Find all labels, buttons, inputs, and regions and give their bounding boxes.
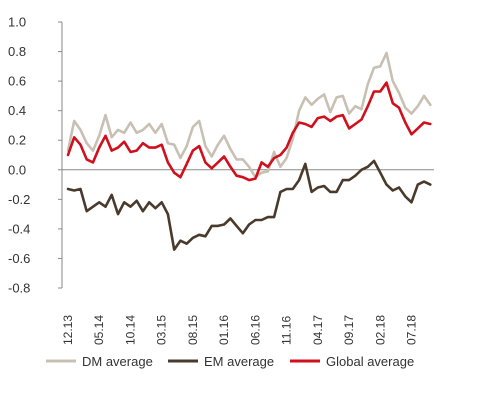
legend-label: DM average [82, 354, 153, 369]
x-tick-label: 04.17 [311, 315, 325, 345]
y-tick-label: 0.6 [8, 74, 26, 89]
series-line-dm-average [66, 51, 432, 179]
y-tick-label: 0.4 [8, 103, 26, 118]
y-tick-label: 0.2 [8, 133, 26, 148]
series-line-global-average [66, 81, 432, 182]
x-tick-label: 01.16 [217, 315, 231, 345]
legend-item: Global average [290, 354, 414, 369]
y-tick-label: 0.0 [8, 162, 26, 177]
x-tick-label: 07.18 [405, 315, 419, 345]
x-tick-label: 05.14 [92, 315, 106, 345]
series-line-em-average [66, 159, 432, 251]
legend-item: DM average [46, 354, 153, 369]
x-tick-label: 12.13 [61, 315, 75, 345]
legend-label: EM average [204, 354, 274, 369]
x-tick-label: 10.14 [123, 315, 137, 345]
y-tick-label: -0.8 [8, 281, 30, 296]
y-tick-label: -0.6 [8, 251, 30, 266]
axes: 1.0 0.8 0.6 0.4 0.2 0.0 -0.2 -0.4 -0.6 -0.8 12.13 0… [8, 15, 434, 345]
legend-label: Global average [326, 354, 414, 369]
x-tick-label: 08.15 [186, 315, 200, 345]
x-tick-label: 06.16 [248, 315, 262, 345]
x-tick-label: 11.16 [280, 316, 294, 345]
y-tick-label: -0.4 [8, 221, 30, 236]
y-tick-label: 1.0 [8, 15, 26, 30]
x-tick-label: 02.18 [373, 315, 387, 345]
y-tick-label: -0.2 [8, 192, 30, 207]
legend-item: EM average [168, 354, 274, 369]
legend: DM average EM average Global average [46, 354, 414, 369]
x-tick-label: 03.15 [155, 315, 169, 345]
x-tick-label: 09.17 [342, 315, 356, 345]
y-tick-label: 0.8 [8, 44, 26, 59]
series-lines [66, 51, 432, 251]
